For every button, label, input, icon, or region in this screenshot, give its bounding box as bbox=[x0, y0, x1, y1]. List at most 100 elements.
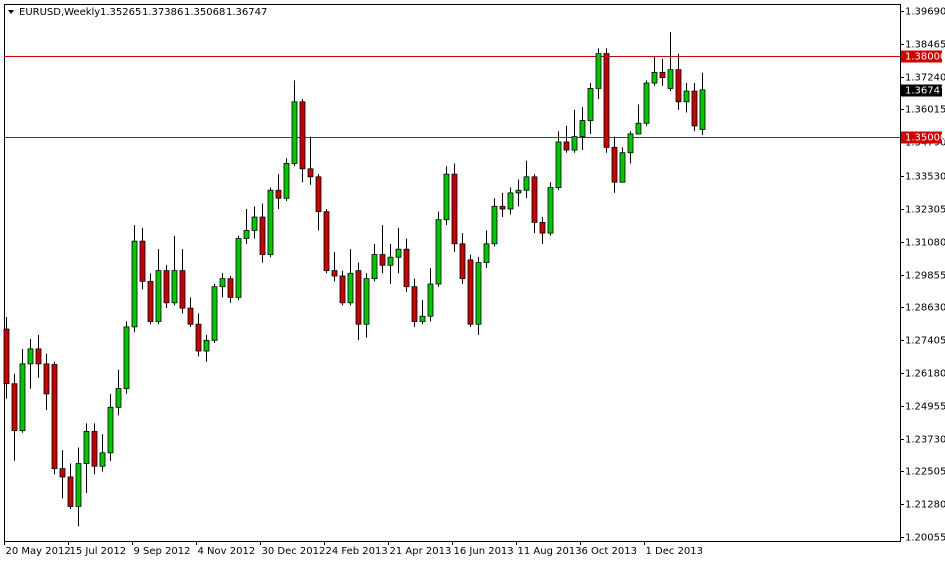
candle-body bbox=[331, 270, 338, 277]
y-tick-label: 1.33530 bbox=[905, 172, 945, 183]
candle-body bbox=[299, 101, 306, 170]
candle-body bbox=[635, 122, 642, 135]
candle-body bbox=[323, 211, 330, 272]
y-tick-label: 1.21280 bbox=[905, 500, 945, 511]
price-label: 1.36747 bbox=[905, 86, 945, 97]
y-tick-label: 1.36015 bbox=[905, 105, 945, 116]
menu-arrow[interactable] bbox=[8, 10, 14, 14]
candle-body bbox=[531, 176, 538, 223]
candle-body bbox=[571, 136, 578, 151]
candle-body bbox=[515, 189, 522, 194]
candle-body bbox=[563, 141, 570, 151]
candle-body bbox=[651, 71, 658, 84]
candle-body bbox=[643, 82, 650, 124]
candle-body bbox=[595, 53, 602, 89]
candle-body bbox=[499, 205, 506, 210]
candle-body bbox=[659, 71, 666, 79]
candle-body bbox=[91, 431, 98, 467]
x-tick-label: 16 Jun 2013 bbox=[454, 546, 514, 557]
ohlc-close: 1.36747 bbox=[226, 7, 267, 18]
y-tick-label: 1.26180 bbox=[905, 369, 945, 380]
candle-body bbox=[203, 339, 210, 352]
ohlc-low: 1.35068 bbox=[184, 7, 225, 18]
candle-body bbox=[123, 326, 130, 389]
candle-body bbox=[163, 270, 170, 304]
candle-body bbox=[539, 221, 546, 234]
candle-body bbox=[427, 283, 434, 317]
candle-body bbox=[35, 348, 42, 365]
x-tick-label: 1 Dec 2013 bbox=[646, 546, 704, 557]
candle-body bbox=[435, 219, 442, 285]
y-tick-label: 1.38465 bbox=[905, 40, 945, 51]
candle-body bbox=[51, 364, 58, 470]
candle-body bbox=[219, 278, 226, 288]
level-label: 1.38000 bbox=[905, 52, 945, 63]
candle-body bbox=[115, 388, 122, 408]
candle-body bbox=[339, 275, 346, 304]
candle-body bbox=[587, 88, 594, 121]
candle-body bbox=[83, 431, 90, 464]
candle-body bbox=[11, 383, 18, 431]
candle-body bbox=[291, 101, 298, 164]
candle-body bbox=[3, 328, 10, 385]
candle-body bbox=[363, 278, 370, 325]
candle-body bbox=[171, 270, 178, 304]
candle-body bbox=[507, 192, 514, 210]
candle-body bbox=[267, 189, 274, 255]
candle-body bbox=[139, 240, 146, 282]
candle-body bbox=[315, 176, 322, 213]
candle-body bbox=[467, 259, 474, 325]
y-tick-label: 1.28630 bbox=[905, 303, 945, 314]
symbol: EURUSD,Weekly bbox=[19, 7, 100, 18]
x-tick-label: 15 Jul 2012 bbox=[70, 546, 127, 557]
candle-body bbox=[67, 476, 74, 507]
candle-body bbox=[131, 240, 138, 328]
candle-body bbox=[259, 216, 266, 255]
candle-body bbox=[419, 315, 426, 322]
y-tick-label: 1.32305 bbox=[905, 205, 945, 216]
y-tick-label: 1.24955 bbox=[905, 402, 945, 413]
candle-body bbox=[379, 254, 386, 266]
y-tick-label: 1.29855 bbox=[905, 271, 945, 282]
candle-body bbox=[195, 323, 202, 352]
candle-body bbox=[555, 141, 562, 188]
y-tick-label: 1.37240 bbox=[905, 73, 945, 84]
candle-body bbox=[99, 452, 106, 467]
candle-body bbox=[355, 270, 362, 325]
candle-body bbox=[619, 152, 626, 183]
candle-body bbox=[579, 120, 586, 138]
x-tick-label: 20 May 2012 bbox=[6, 546, 71, 557]
y-tick-label: 1.27405 bbox=[905, 336, 945, 347]
candle-body bbox=[251, 216, 258, 231]
y-tick-label: 1.20055 bbox=[905, 533, 945, 544]
x-tick-label: 9 Sep 2012 bbox=[134, 546, 191, 557]
price-label-box bbox=[901, 84, 942, 97]
candle-body bbox=[307, 168, 314, 178]
candle-body bbox=[611, 146, 618, 183]
candle-body bbox=[155, 270, 162, 322]
candle-body bbox=[523, 176, 530, 191]
candle-body bbox=[451, 173, 458, 245]
level-label-box bbox=[901, 131, 942, 144]
candle-body bbox=[347, 272, 354, 304]
candle-body bbox=[691, 90, 698, 127]
x-tick-label: 11 Aug 2013 bbox=[518, 546, 582, 557]
candle-body bbox=[147, 280, 154, 322]
x-tick-label: 21 Apr 2013 bbox=[390, 546, 452, 557]
candle-body bbox=[675, 69, 682, 103]
y-tick-label: 1.23730 bbox=[905, 435, 945, 446]
x-tick-label: 24 Feb 2013 bbox=[326, 546, 388, 557]
candle-body bbox=[371, 254, 378, 280]
y-tick-label: 1.22505 bbox=[905, 467, 945, 478]
candle-body bbox=[275, 189, 282, 199]
candle-body bbox=[179, 270, 186, 309]
candle-body bbox=[43, 363, 50, 395]
candle-body bbox=[227, 278, 234, 298]
candle-body bbox=[283, 163, 290, 199]
candle-body bbox=[627, 133, 634, 154]
candle-body bbox=[483, 243, 490, 263]
ohlc-open: 1.35265 bbox=[100, 7, 141, 18]
candle-body bbox=[443, 173, 450, 221]
candle-body bbox=[235, 238, 242, 298]
